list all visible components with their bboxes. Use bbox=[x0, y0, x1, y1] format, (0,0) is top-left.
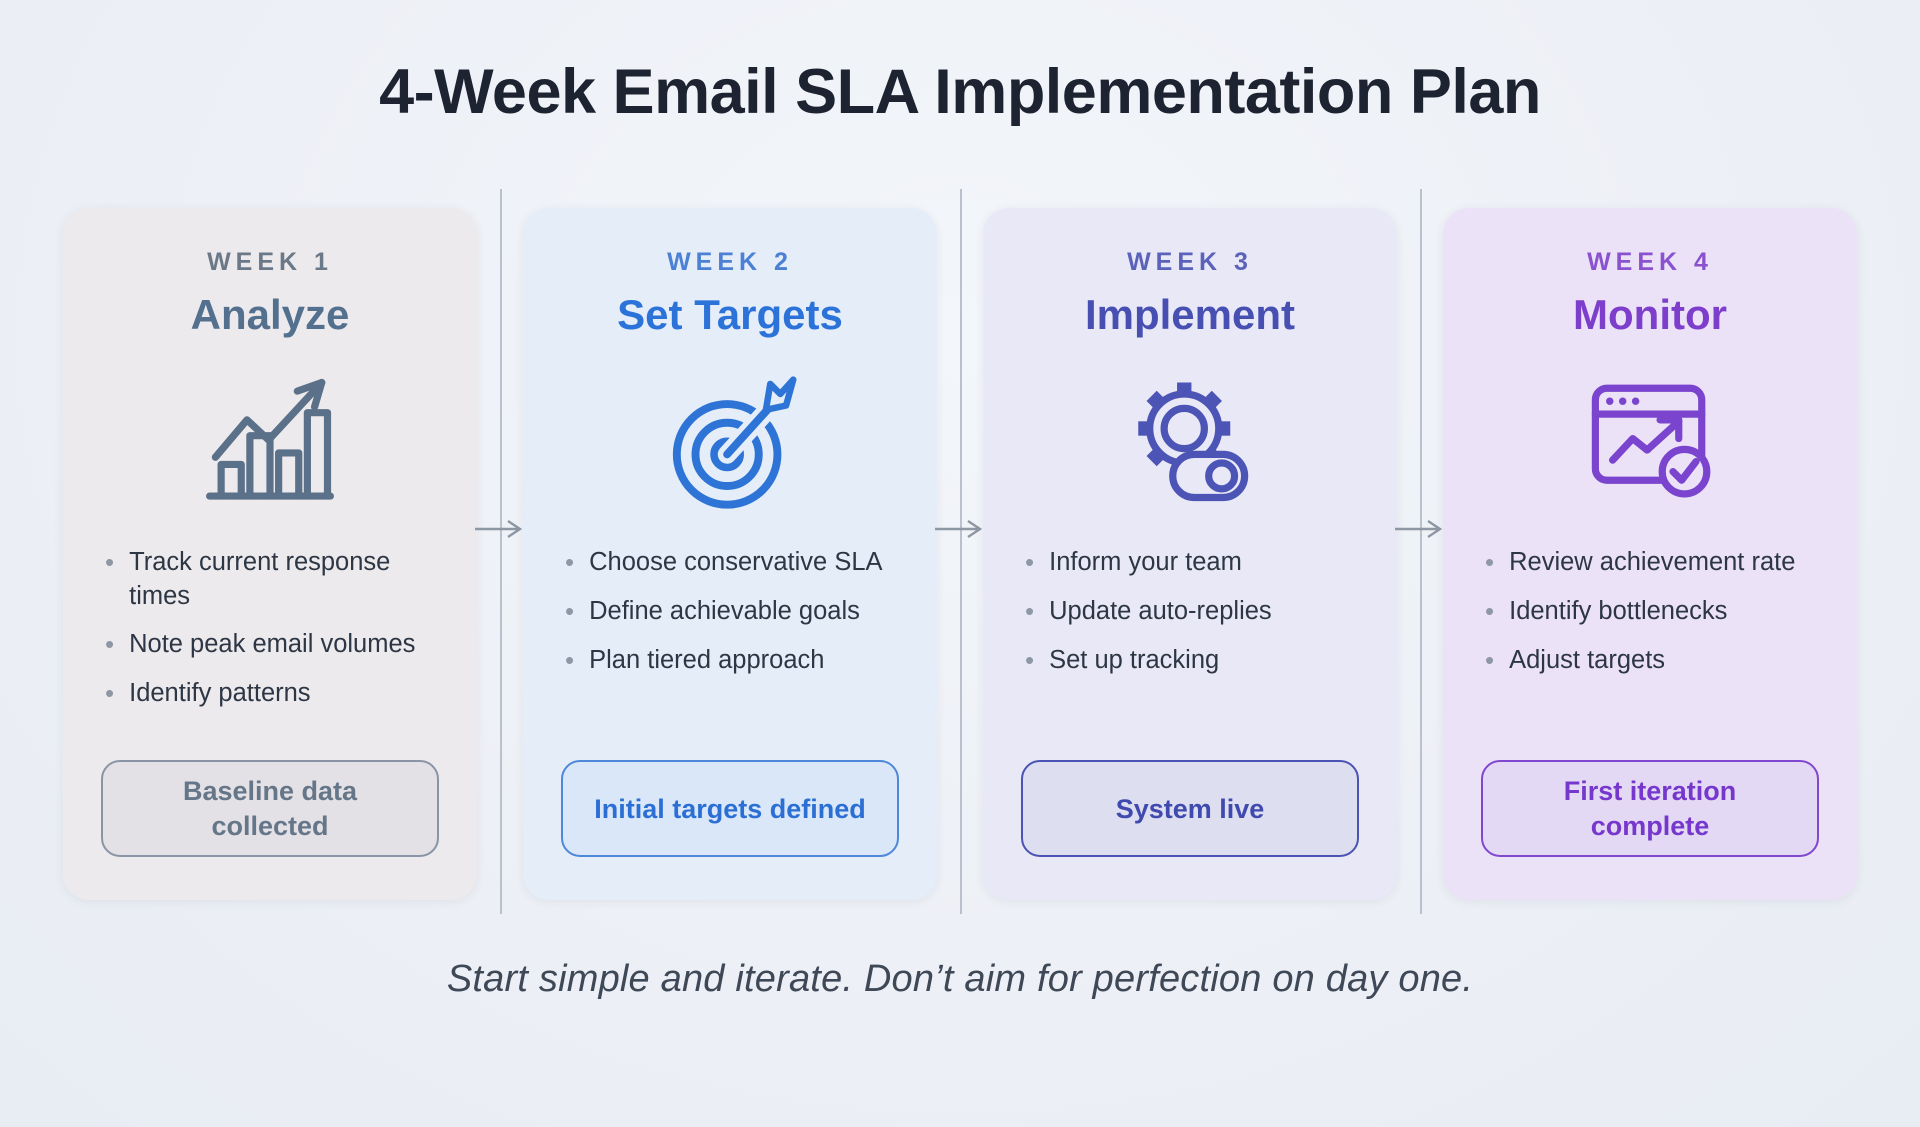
bullet-item: Identify bottlenecks bbox=[1485, 595, 1825, 629]
bullet-item: Define achievable goals bbox=[565, 595, 905, 629]
bullet-text: Choose conservative SLA bbox=[589, 547, 883, 576]
page: { "title": "4-Week Email SLA Implementat… bbox=[0, 56, 1920, 1127]
icon-wrap bbox=[983, 364, 1397, 516]
bullet-text: Inform your team bbox=[1049, 547, 1242, 576]
week-card-analyze: WEEK 1 Analyze Track current response ti… bbox=[63, 208, 477, 901]
bullet-text: Identify bottlenecks bbox=[1509, 596, 1728, 625]
week-card-set-targets: WEEK 2 Set Targets Choose conservative S… bbox=[523, 208, 937, 901]
bullet-text: Review achievement rate bbox=[1509, 547, 1796, 576]
icon-wrap bbox=[523, 364, 937, 516]
footer-quote: Start simple and iterate. Don’t aim for … bbox=[446, 958, 1474, 1001]
bullet-item: Identify patterns bbox=[105, 677, 445, 711]
bullet-item: Choose conservative SLA bbox=[565, 546, 905, 580]
right-arrow-icon bbox=[935, 520, 983, 539]
right-arrow-icon bbox=[475, 520, 523, 539]
separator-line bbox=[500, 189, 502, 915]
bullet-text: Identify patterns bbox=[129, 679, 311, 708]
bullet-list: Inform your team Update auto-replies Set… bbox=[983, 546, 1397, 677]
milestone-badge: Baseline data collected bbox=[101, 760, 439, 858]
bullet-text: Note peak email volumes bbox=[129, 630, 416, 659]
bullet-item: Plan tiered approach bbox=[565, 644, 905, 678]
column-separator bbox=[935, 189, 983, 915]
bullet-text: Set up tracking bbox=[1049, 645, 1220, 674]
page-title: 4-Week Email SLA Implementation Plan bbox=[379, 57, 1541, 127]
bullet-item: Review achievement rate bbox=[1485, 546, 1825, 580]
week-label: WEEK 2 bbox=[667, 248, 793, 277]
week-card-monitor: WEEK 4 Monitor Review achievement rate I… bbox=[1443, 208, 1857, 901]
bullet-text: Adjust targets bbox=[1509, 645, 1666, 674]
badge-label: Initial targets defined bbox=[594, 793, 866, 824]
bullet-list: Track current response times Note peak e… bbox=[63, 546, 477, 711]
bullet-list: Review achievement rate Identify bottlen… bbox=[1443, 546, 1857, 677]
card-heading: Monitor bbox=[1573, 291, 1727, 339]
bullet-text: Track current response times bbox=[129, 547, 391, 610]
card-heading: Analyze bbox=[190, 291, 350, 339]
badge-label: Baseline data collected bbox=[182, 776, 358, 841]
bullet-item: Update auto-replies bbox=[1025, 595, 1365, 629]
right-arrow-icon bbox=[1395, 520, 1443, 539]
milestone-badge: System live bbox=[1021, 760, 1359, 858]
bullet-item: Note peak email volumes bbox=[105, 628, 445, 662]
bullet-item: Set up tracking bbox=[1025, 644, 1365, 678]
bullet-text: Update auto-replies bbox=[1049, 596, 1272, 625]
bullet-list: Choose conservative SLA Define achievabl… bbox=[523, 546, 937, 677]
bullet-text: Plan tiered approach bbox=[589, 645, 825, 674]
column-separator bbox=[1395, 189, 1443, 915]
milestone-badge: First iteration complete bbox=[1481, 760, 1819, 858]
card-heading: Set Targets bbox=[617, 291, 843, 339]
card-heading: Implement bbox=[1084, 291, 1296, 339]
badge-label: System live bbox=[1115, 793, 1265, 824]
column-separator bbox=[475, 189, 523, 915]
gear-toggle-icon bbox=[1138, 382, 1249, 502]
bullet-item: Track current response times bbox=[105, 546, 445, 613]
week-label: WEEK 1 bbox=[207, 248, 333, 277]
separator-line bbox=[960, 189, 962, 915]
icon-wrap bbox=[63, 364, 477, 516]
week-label: WEEK 4 bbox=[1587, 248, 1713, 277]
icon-wrap bbox=[1443, 364, 1857, 516]
bullet-item: Inform your team bbox=[1025, 546, 1365, 580]
target-arrow-icon bbox=[672, 376, 797, 509]
separator-line bbox=[1420, 189, 1422, 915]
week-label: WEEK 3 bbox=[1127, 248, 1253, 277]
bullet-text: Define achievable goals bbox=[589, 596, 860, 625]
milestone-badge: Initial targets defined bbox=[561, 760, 899, 858]
badge-label: First iteration complete bbox=[1563, 776, 1737, 841]
bar-chart-trend-icon bbox=[206, 378, 334, 500]
window-trend-check-icon bbox=[1591, 384, 1711, 498]
week-card-implement: WEEK 3 Implement In bbox=[983, 208, 1397, 901]
cards-row: WEEK 1 Analyze Track current response ti… bbox=[0, 189, 1920, 915]
bullet-item: Adjust targets bbox=[1485, 644, 1825, 678]
